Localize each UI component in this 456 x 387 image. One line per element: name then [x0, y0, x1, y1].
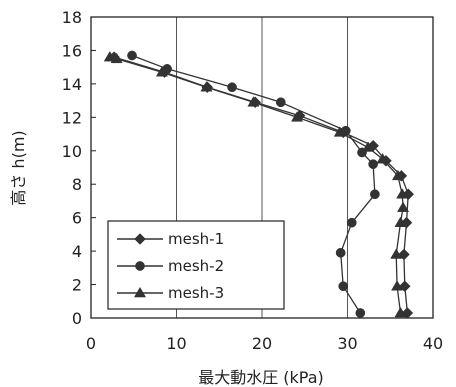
x-tick-label-20: 20	[252, 334, 272, 353]
legend-marker-mesh-3	[133, 286, 147, 298]
legend-marker-mesh-1	[134, 233, 146, 245]
y-tick-label-8: 8	[72, 175, 82, 194]
y-tick-label-10: 10	[62, 142, 82, 161]
series-mesh-2	[127, 50, 380, 318]
series-line-mesh-2	[131, 54, 376, 314]
plot-frame	[90, 16, 434, 319]
point-mesh-2-9	[227, 82, 237, 93]
point-mesh-2-1	[338, 281, 349, 292]
legend-label-mesh-2: mesh-2	[168, 257, 224, 275]
x-axis-title: 最大動水圧 (kPa)	[198, 368, 324, 387]
y-tick-label-2: 2	[72, 276, 82, 295]
point-mesh-2-2	[335, 247, 346, 258]
point-mesh-3-2	[390, 248, 403, 259]
y-tick-label-12: 12	[62, 108, 82, 127]
y-tick-label-14: 14	[62, 75, 82, 94]
legend-label-mesh-3: mesh-3	[168, 284, 224, 302]
plot-axes	[90, 16, 434, 319]
point-mesh-3-6	[391, 169, 404, 181]
x-tick-label-10: 10	[166, 334, 186, 353]
y-axis-title: 高さ h(m)	[9, 130, 28, 205]
point-mesh-3-9	[333, 126, 346, 137]
x-tick-label-40: 40	[423, 334, 443, 353]
tick-labels: 0 2 4 6 8 10 12 14 16 18 0 10 20 30 40	[62, 8, 444, 353]
series-group	[103, 50, 415, 319]
point-mesh-1-2	[398, 248, 410, 261]
legend-marker-mesh-2	[135, 261, 145, 271]
point-mesh-3-4	[397, 201, 410, 212]
point-mesh-3-1	[391, 280, 404, 291]
point-mesh-2-8	[275, 97, 286, 108]
point-mesh-2-5	[368, 159, 378, 170]
legend-label-mesh-1: mesh-1	[168, 230, 224, 248]
series-line-mesh-3	[109, 56, 404, 314]
series-mesh-3	[103, 51, 410, 318]
legend-item-mesh-2: mesh-2	[117, 257, 224, 275]
point-mesh-2-3	[346, 217, 357, 228]
point-mesh-3-5	[396, 188, 409, 199]
point-mesh-3-15	[103, 51, 116, 62]
y-tick-label-18: 18	[62, 8, 82, 27]
x-tick-label-30: 30	[337, 334, 357, 353]
y-tick-label-4: 4	[72, 242, 82, 261]
point-mesh-3-11	[247, 96, 260, 107]
point-mesh-3-13	[155, 66, 168, 77]
y-tick-label-16: 16	[62, 41, 82, 60]
point-mesh-3-3	[394, 216, 407, 227]
legend: mesh-1 mesh-2 mesh-3	[107, 220, 285, 310]
y-tick-label-0: 0	[72, 309, 82, 328]
point-mesh-3-10	[291, 111, 304, 122]
legend-item-mesh-3: mesh-3	[117, 284, 224, 302]
point-mesh-3-12	[200, 81, 213, 92]
x-tick-label-0: 0	[86, 334, 96, 353]
legend-item-mesh-1: mesh-1	[117, 230, 224, 248]
point-mesh-2-11	[127, 50, 137, 61]
point-mesh-3-0	[394, 306, 407, 318]
point-mesh-3-7	[376, 153, 389, 164]
point-mesh-2-4	[370, 189, 380, 200]
point-mesh-2-0	[355, 308, 366, 318]
point-mesh-3-8	[361, 141, 375, 152]
y-tick-label-6: 6	[72, 209, 82, 228]
